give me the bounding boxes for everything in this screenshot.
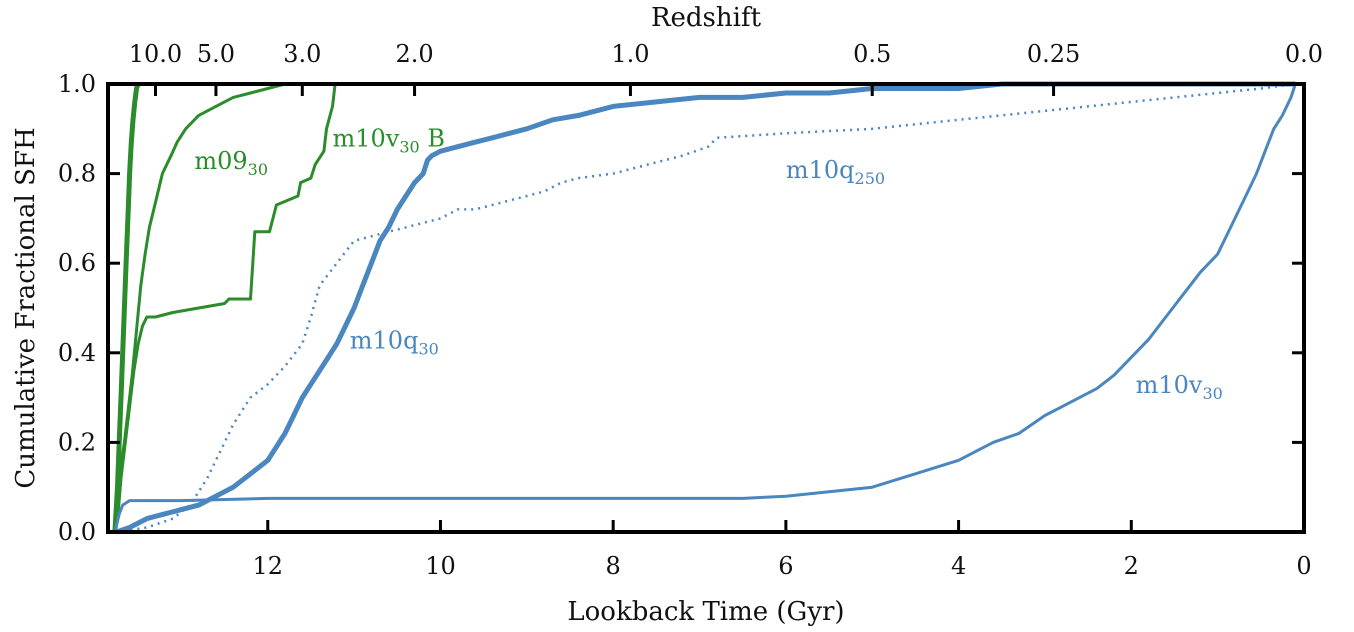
redshift-tick-label: 1.0 (611, 40, 649, 68)
series-annotation: m10v30 (1136, 371, 1223, 403)
x-tick-label: 6 (778, 552, 793, 580)
y-tick-label: 0.2 (58, 428, 96, 456)
redshift-tick-label: 0.0 (1285, 40, 1323, 68)
series-line-5 (116, 82, 1296, 534)
x-axis-title: Lookback Time (Gyr) (567, 597, 844, 627)
redshift-tick-label: 0.25 (1027, 40, 1080, 68)
y-tick-label: 0.6 (58, 249, 96, 277)
y-tick-label: 1.0 (58, 70, 96, 98)
redshift-tick-label: 5.0 (197, 40, 235, 68)
y-axis-title: Cumulative Fractional SFH (11, 127, 41, 488)
labels-layer: 12 10 8 6 4 2 0 0.0 0.2 0.4 0.6 0.8 1.0 10.0 5.0 3.0 2.0… (58, 40, 1323, 580)
plot-frame (106, 82, 1306, 534)
series-layer (112, 81, 1297, 535)
x-tick-label: 12 (252, 552, 283, 580)
x-tick-label: 2 (1124, 552, 1139, 580)
series-annotation: m10q30 (350, 326, 439, 358)
x-tick-label: 4 (951, 552, 966, 580)
series-line-6 (113, 83, 1297, 533)
x-tick-label: 8 (606, 552, 621, 580)
series-line-3 (112, 83, 141, 533)
series-annotation: m10v30 B (333, 125, 445, 157)
series-annotation: m0930 (194, 147, 268, 179)
redshift-tick-label: 0.5 (853, 40, 891, 68)
series-line-2 (113, 83, 337, 533)
series-line-4 (115, 81, 1296, 535)
y-tick-label: 0.4 (58, 339, 96, 367)
redshift-tick-label: 2.0 (395, 40, 433, 68)
y-tick-label: 0.8 (58, 160, 96, 188)
series-annotation: m10q250 (786, 156, 885, 188)
redshift-tick-label: 3.0 (283, 40, 321, 68)
redshift-tick-label: 10.0 (129, 40, 182, 68)
x-tick-label: 0 (1296, 552, 1311, 580)
x-tick-label: 10 (425, 552, 456, 580)
top-axis-title: Redshift (651, 3, 762, 33)
ticks-layer (108, 82, 1306, 534)
y-tick-label: 0.0 (58, 518, 96, 546)
